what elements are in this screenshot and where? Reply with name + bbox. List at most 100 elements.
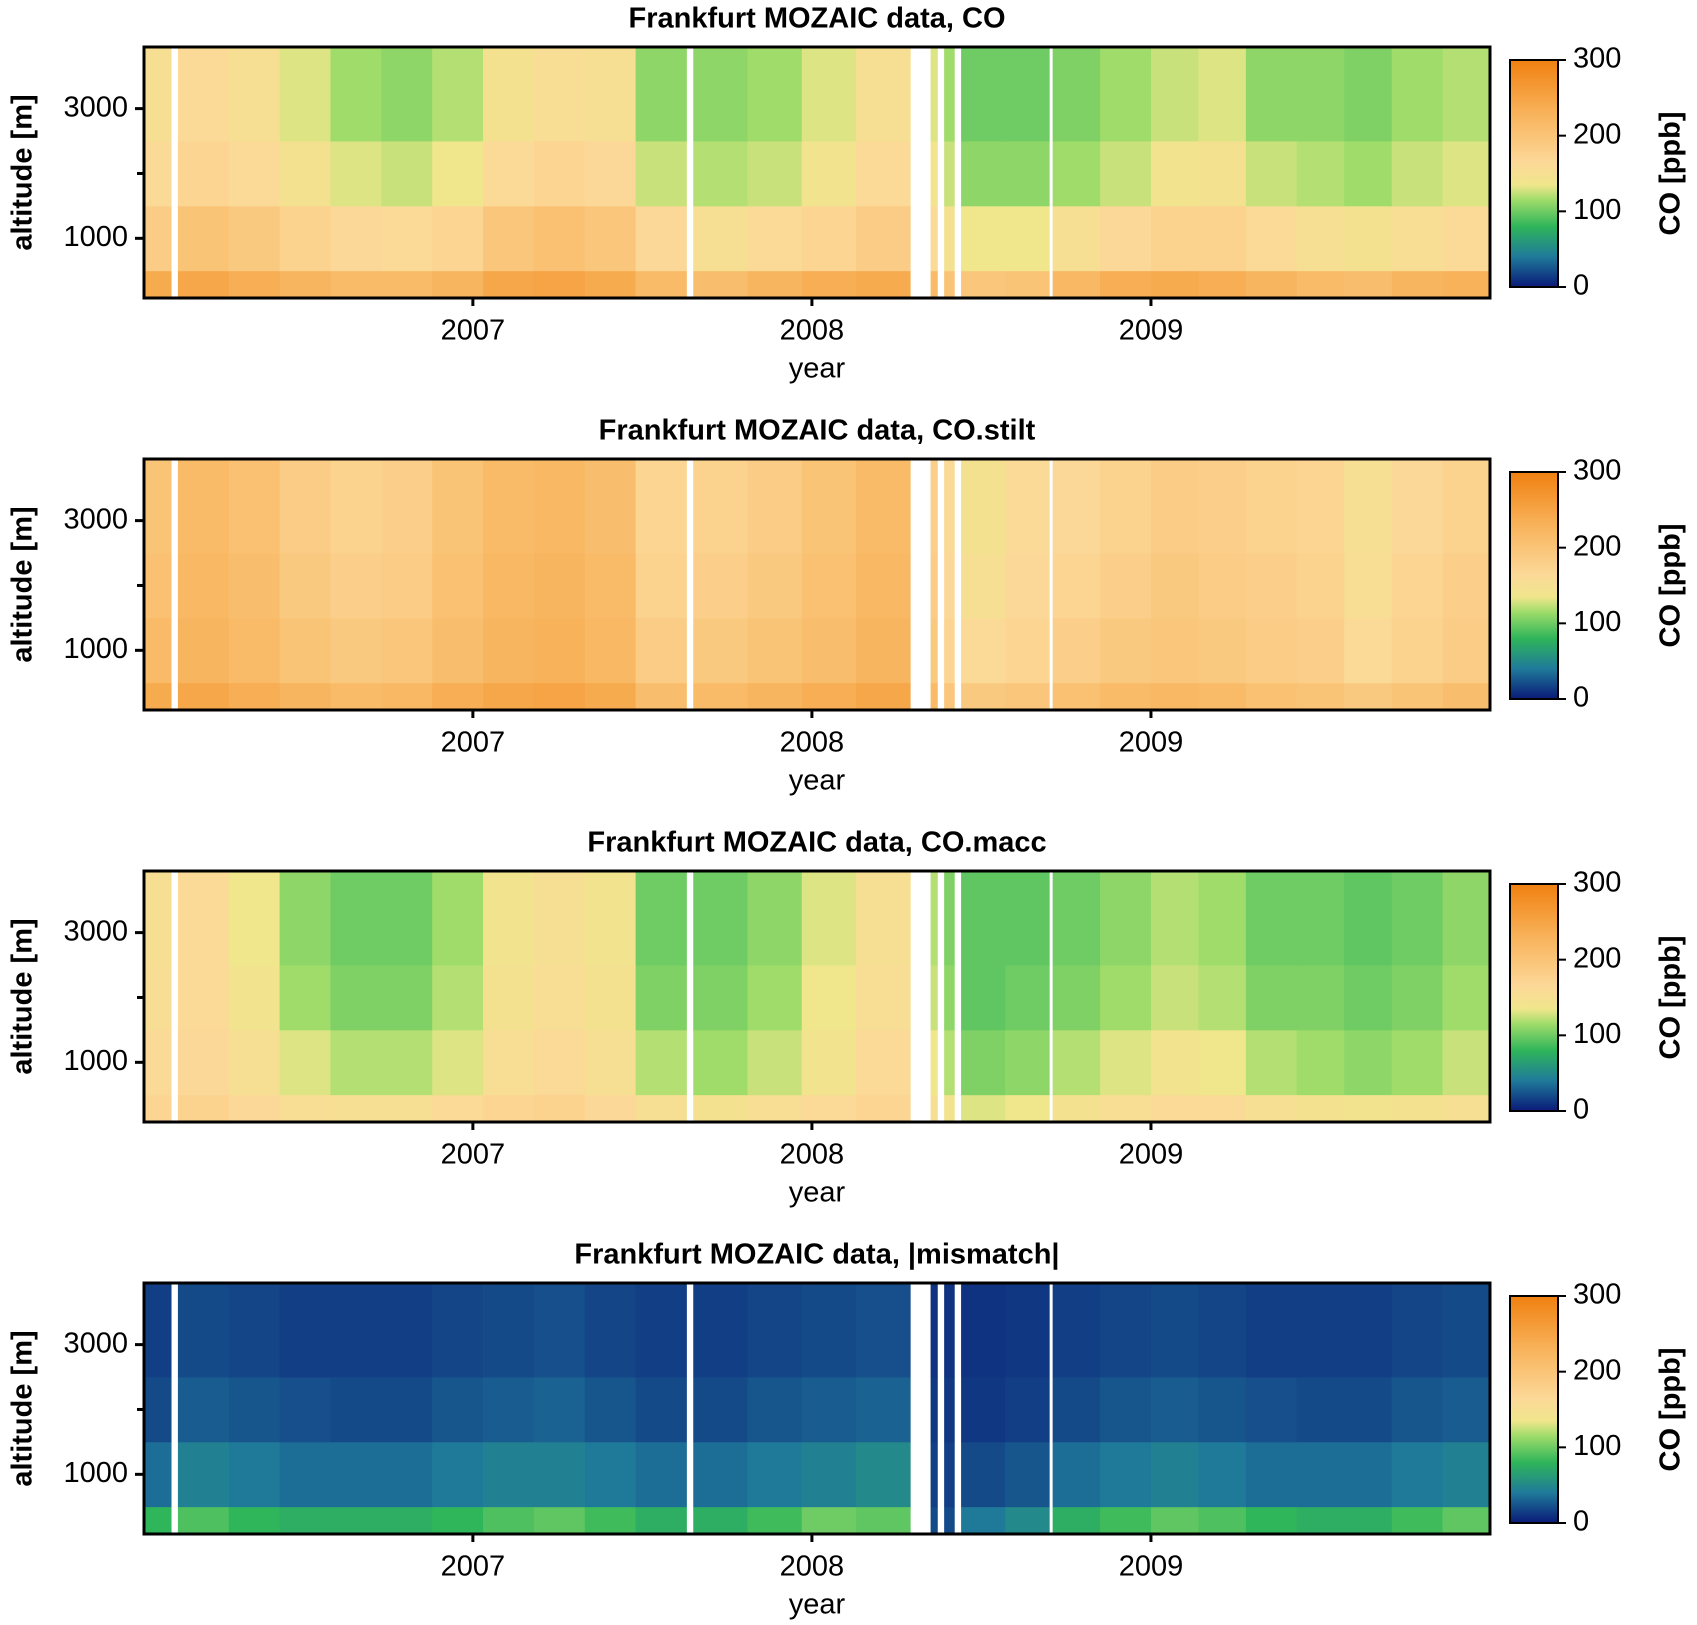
heatmap-cell: [432, 1283, 484, 1378]
heatmap-cell: [1150, 459, 1199, 554]
heatmap-cell: [1344, 1506, 1393, 1535]
heatmap-cell: [693, 141, 748, 207]
heatmap-cell: [961, 553, 1006, 619]
heatmap-cell: [693, 965, 748, 1031]
heatmap-cell: [432, 141, 484, 207]
heatmap-cell: [801, 1029, 857, 1096]
heatmap-cell: [584, 270, 637, 299]
heatmap-cell: [144, 553, 172, 619]
heatmap-cell: [279, 1094, 331, 1123]
heatmap-cell: [177, 1029, 230, 1096]
heatmap-cell: [1296, 682, 1345, 711]
heatmap-cell: [930, 459, 938, 554]
x-tick-label: 2007: [441, 315, 506, 347]
heatmap-cell: [533, 1094, 586, 1123]
heatmap-cell: [1442, 205, 1491, 272]
heatmap-cell: [1100, 871, 1152, 966]
heatmap-cell: [944, 965, 955, 1031]
y-tick-label: 1000: [63, 1457, 128, 1489]
heatmap-cell: [1198, 1506, 1247, 1535]
y-axis-label: altitude [m]: [7, 94, 39, 250]
heatmap-cell: [1052, 270, 1101, 299]
heatmap-cell: [381, 1029, 433, 1096]
heatmap-cell: [584, 1377, 637, 1443]
x-tick-label: 2007: [441, 727, 506, 759]
heatmap-cell: [432, 1506, 484, 1535]
heatmap-cell: [432, 965, 484, 1031]
heatmap-cell: [144, 47, 172, 142]
heatmap-cell: [944, 1094, 955, 1123]
heatmap-cell: [930, 682, 938, 711]
heatmap-cell: [801, 1377, 857, 1443]
heatmap-cell: [1296, 1029, 1345, 1096]
heatmap-cell: [330, 47, 382, 142]
heatmap-cell: [381, 617, 433, 684]
heatmap-cell: [228, 1377, 281, 1443]
heatmap-cell: [801, 871, 857, 966]
heatmap-cell: [483, 553, 535, 619]
heatmap-cell: [381, 270, 433, 299]
heatmap-cell: [1005, 965, 1050, 1031]
heatmap-cell: [1150, 1094, 1199, 1123]
heatmap-cell: [855, 141, 911, 207]
heatmap-cell: [1198, 1029, 1247, 1096]
heatmap-cell: [1100, 270, 1152, 299]
heatmap-cell: [279, 1506, 331, 1535]
heatmap-cell: [855, 459, 911, 554]
heatmap-cell: [944, 617, 955, 684]
heatmap-cell: [944, 141, 955, 207]
colorbar: [1509, 883, 1559, 1112]
heatmap-cell: [1296, 617, 1345, 684]
heatmap-cell: [177, 1283, 230, 1378]
heatmap-cell: [801, 617, 857, 684]
heatmap-cell: [1052, 1441, 1101, 1508]
heatmap-cell: [693, 617, 748, 684]
colorbar-tick-label: 300: [1573, 867, 1621, 899]
heatmap-cell: [1391, 1283, 1443, 1378]
heatmap-cell: [944, 1283, 955, 1378]
heatmap-cell: [1391, 1377, 1443, 1443]
heatmap-cell: [144, 459, 172, 554]
x-tick-label: 2008: [780, 315, 845, 347]
heatmap-cell: [693, 1094, 748, 1123]
heatmap-cell: [330, 205, 382, 272]
heatmap-cell: [177, 205, 230, 272]
heatmap-cell: [635, 965, 687, 1031]
heatmap-cell: [533, 965, 586, 1031]
heatmap-cell: [279, 47, 331, 142]
colorbar-tick-label: 300: [1573, 455, 1621, 487]
heatmap-cell: [483, 141, 535, 207]
heatmap-cell: [432, 1094, 484, 1123]
y-tick-label: 1000: [63, 1045, 128, 1077]
heatmap-cell: [1150, 1283, 1199, 1378]
heatmap-cell: [279, 141, 331, 207]
heatmap-cell: [855, 617, 911, 684]
heatmap-cell: [801, 205, 857, 272]
heatmap-cell: [944, 1377, 955, 1443]
y-tick-label: 1000: [63, 633, 128, 665]
heatmap-cell: [635, 1441, 687, 1508]
heatmap-cell: [1391, 965, 1443, 1031]
heatmap-cell: [930, 871, 938, 966]
heatmap-cell: [584, 1441, 637, 1508]
heatmap-cell: [1442, 1283, 1491, 1378]
heatmap-cell: [1391, 47, 1443, 142]
y-tick-label: 3000: [63, 91, 128, 123]
heatmap-cell: [1442, 682, 1491, 711]
heatmap-cell: [279, 1029, 331, 1096]
heatmap-cell: [144, 1029, 172, 1096]
y-tick-label: 3000: [63, 915, 128, 947]
heatmap-cell: [330, 270, 382, 299]
heatmap-cell: [1344, 1029, 1393, 1096]
heatmap-cell: [944, 47, 955, 142]
heatmap-cell: [483, 1441, 535, 1508]
heatmap-cell: [1391, 617, 1443, 684]
heatmap-cell: [693, 205, 748, 272]
heatmap-cell: [144, 1094, 172, 1123]
colorbar-tick-label: 200: [1573, 942, 1621, 974]
heatmap-cell: [635, 1283, 687, 1378]
heatmap-cell: [432, 617, 484, 684]
heatmap-cell: [944, 1506, 955, 1535]
heatmap-cell: [944, 871, 955, 966]
heatmap-cell: [961, 1441, 1006, 1508]
